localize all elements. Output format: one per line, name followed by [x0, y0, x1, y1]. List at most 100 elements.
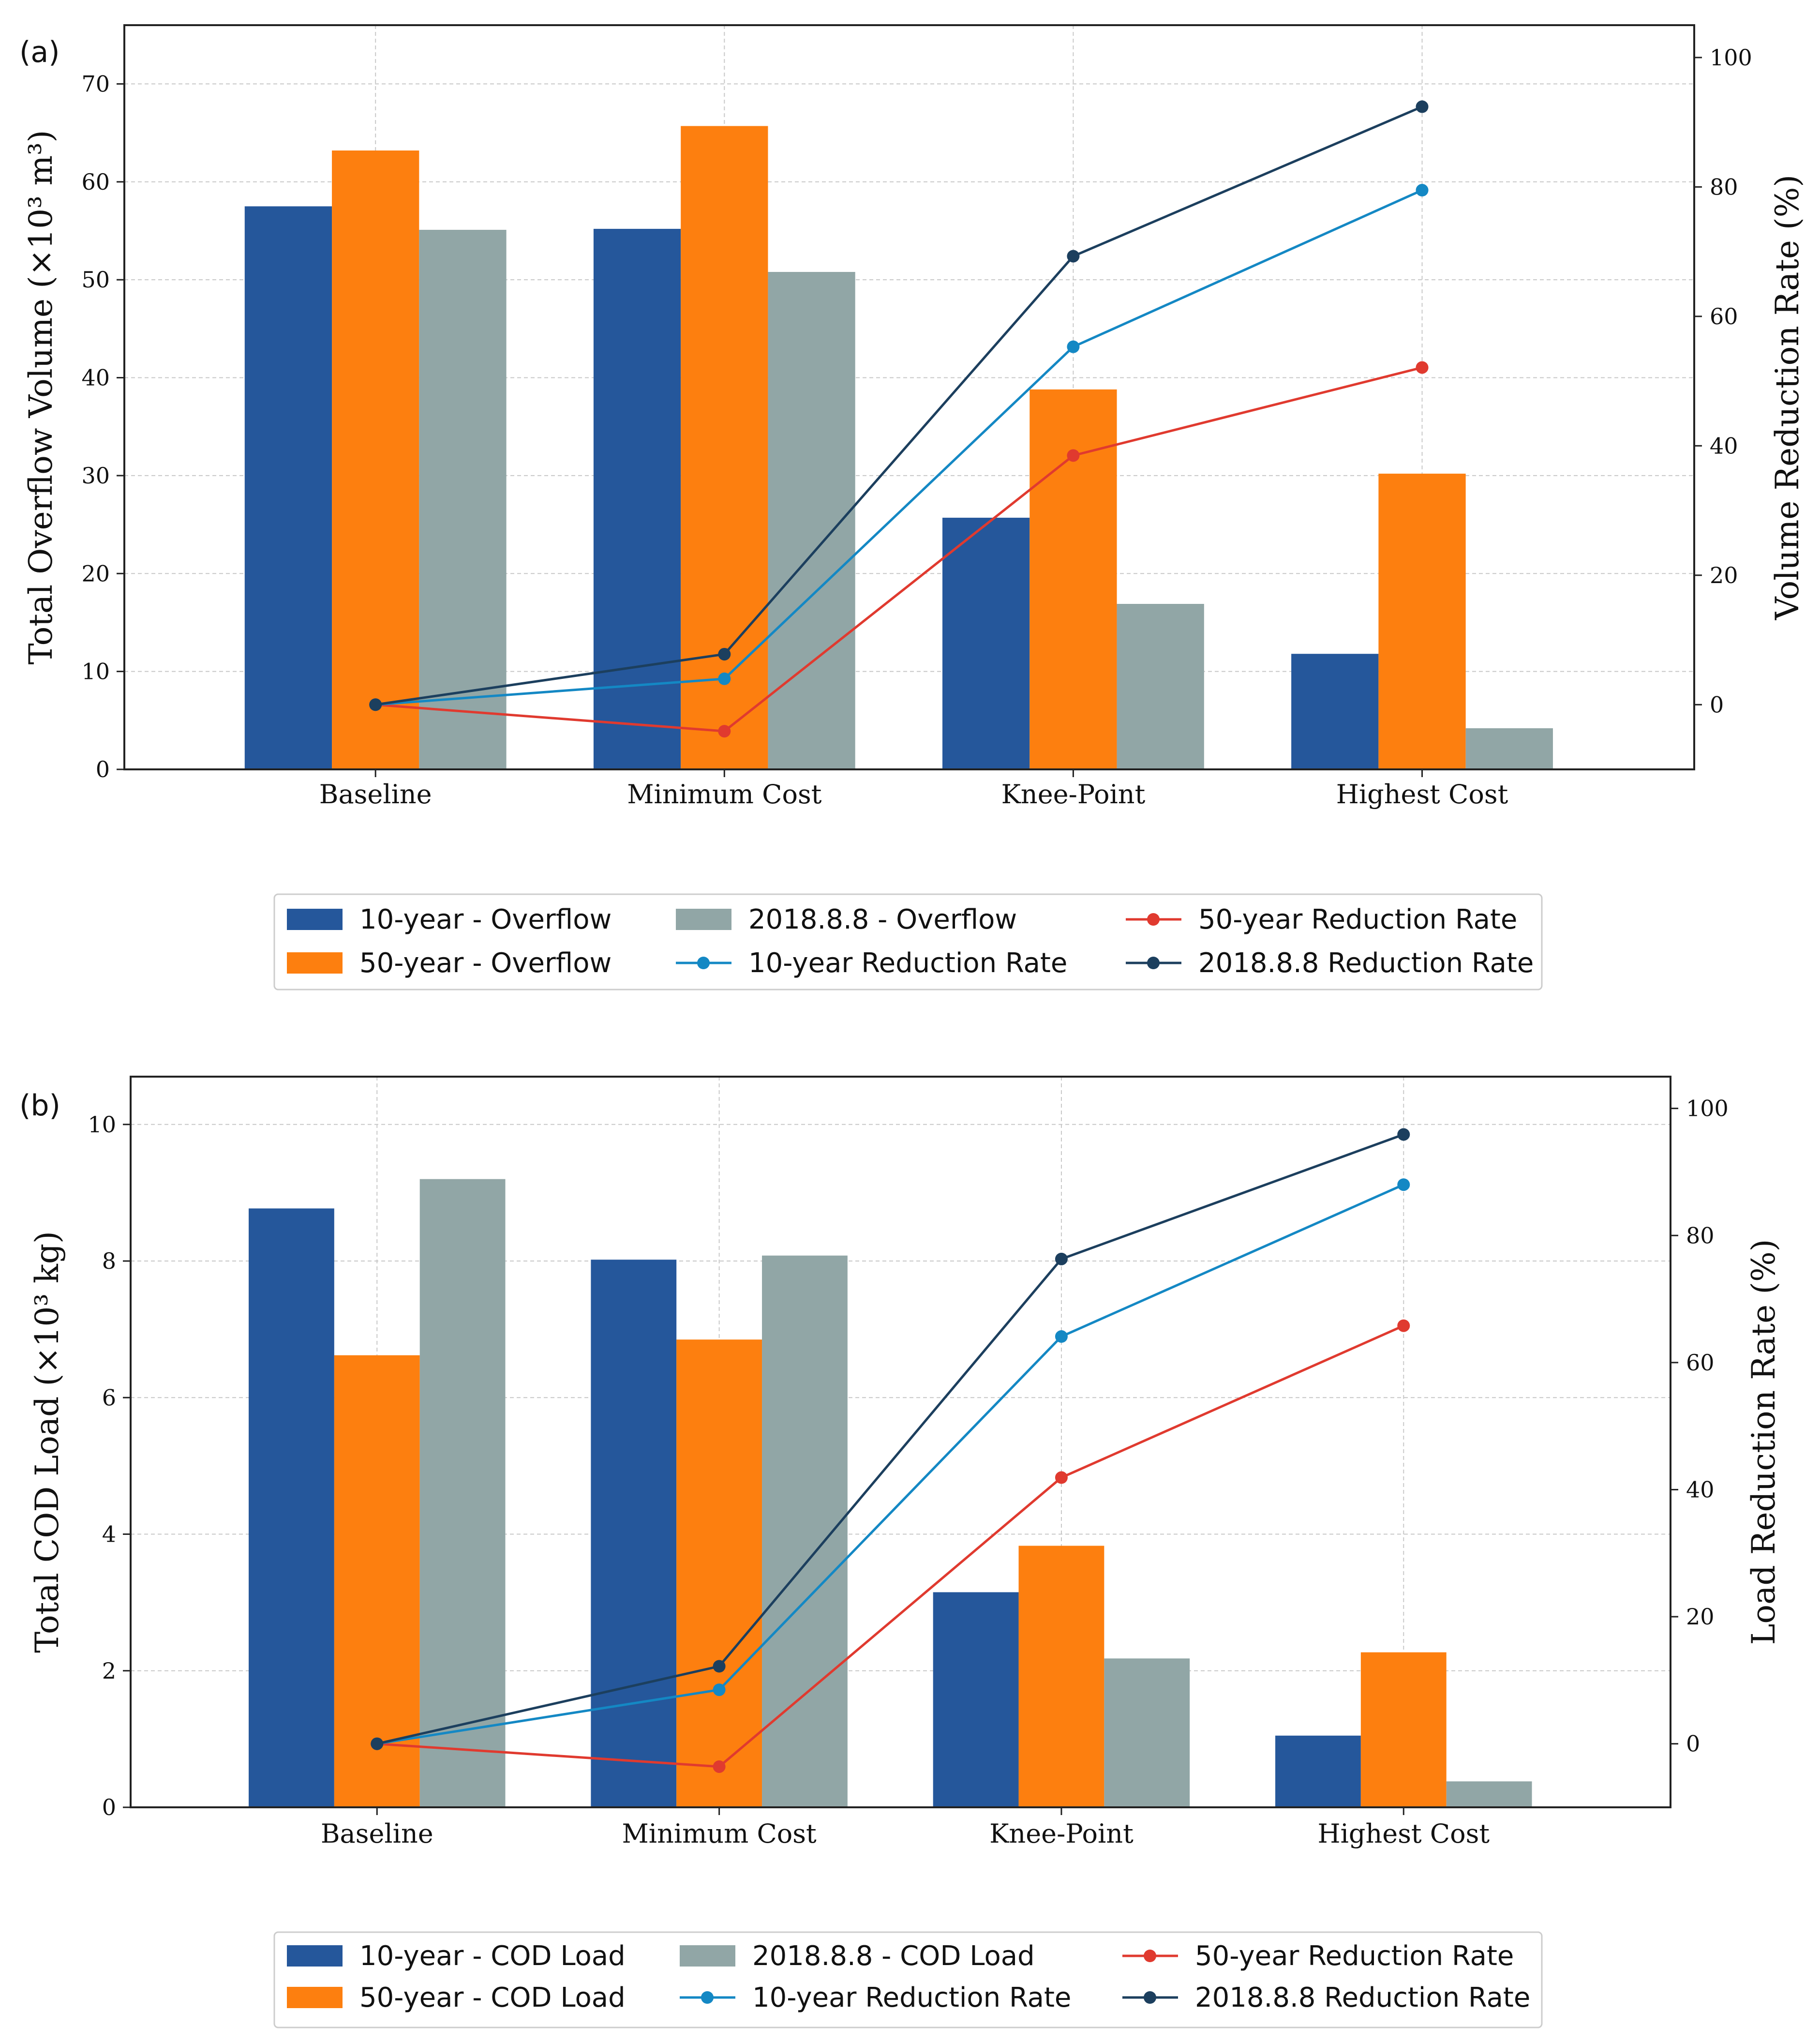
- legend-swatch-2018-8-8-cod-load: [680, 1945, 735, 1967]
- y2tick-label: 80: [1686, 1222, 1715, 1248]
- y2tick-label: 60: [1686, 1350, 1715, 1376]
- bar-50-year-cod-load-3: [1360, 1652, 1447, 1807]
- line-50-year-reduction-rate: [375, 366, 1423, 733]
- point-2018-8-8-reduction-rate-0: [369, 698, 382, 711]
- ytick-label: 0: [96, 756, 110, 782]
- point-10-year-reduction-rate-3: [1397, 1178, 1410, 1191]
- legend-label-50-year-overflow: 50-year - Overflow: [359, 947, 612, 979]
- y2tick-label: 20: [1686, 1604, 1715, 1630]
- point-50-year-reduction-rate-3: [1397, 1319, 1410, 1332]
- legend-label-50-year-cod-load: 50-year - COD Load: [359, 1982, 626, 2013]
- panel-label: (a): [19, 35, 60, 69]
- plot-frame: [130, 1076, 1671, 1808]
- point-2018-8-8-reduction-rate-1: [713, 1660, 726, 1673]
- y2tick-label: 0: [1710, 691, 1724, 718]
- y-axis-title: Total Overflow Volume (×10³ m³): [22, 130, 60, 665]
- xtick-label: Baseline: [321, 1818, 433, 1849]
- bar-50-year-overflow-2: [1029, 389, 1117, 769]
- bar-10-year-cod-load-1: [591, 1260, 677, 1807]
- ytick-label: 50: [81, 267, 110, 293]
- point-10-year-reduction-rate-2: [1055, 1330, 1068, 1343]
- y2tick-label: 80: [1710, 174, 1738, 200]
- point-10-year-reduction-rate-1: [713, 1683, 726, 1697]
- ytick-label: 20: [81, 560, 110, 586]
- panel-a: 0 10 20 30 40 50 60 70 0 20 40 60 80 100 Baseline Minim…: [19, 24, 1806, 991]
- bar-50-year-overflow-1: [681, 126, 768, 770]
- legend-swatch-50-year-overflow: [287, 952, 343, 974]
- ytick-label: 60: [81, 169, 110, 195]
- point-2018-8-8-reduction-rate-1: [718, 647, 731, 661]
- xtick-label: Minimum Cost: [627, 779, 822, 810]
- bar-10-year-overflow-2: [942, 517, 1030, 769]
- xtick-label: Minimum Cost: [622, 1818, 817, 1849]
- y2tick-label: 0: [1686, 1731, 1700, 1757]
- point-50-year-reduction-rate-2: [1067, 449, 1080, 462]
- point-10-year-reduction-rate-3: [1416, 184, 1429, 197]
- line-10-year-reduction-rate: [375, 189, 1423, 706]
- point-50-year-reduction-rate-2: [1055, 1471, 1068, 1484]
- bar-10-year-overflow-1: [593, 228, 681, 770]
- point-50-year-reduction-rate-1: [713, 1760, 726, 1773]
- point-50-year-reduction-rate-3: [1416, 361, 1429, 374]
- panel-label: (b): [19, 1089, 60, 1123]
- xtick-label: Baseline: [319, 779, 432, 810]
- plot-frame: [123, 24, 1695, 770]
- y2tick-label: 60: [1710, 303, 1738, 330]
- line-10-year-reduction-rate: [376, 1183, 1404, 1745]
- legend-box: [273, 893, 1543, 991]
- point-2018-8-8-reduction-rate-2: [1067, 250, 1080, 263]
- xtick-label: Highest Cost: [1336, 779, 1508, 810]
- bar-50-year-cod-load-0: [334, 1355, 420, 1807]
- ytick-label: 10: [81, 659, 110, 685]
- legend-label-10-year-overflow: 10-year - Overflow: [359, 904, 612, 935]
- point-2018-8-8-reduction-rate-0: [371, 1737, 384, 1750]
- bar-50-year-cod-load-2: [1018, 1546, 1104, 1807]
- legend-swatch-2018-8-8-overflow: [676, 909, 731, 930]
- y2-axis-title: Volume Reduction Rate (%): [1769, 175, 1806, 620]
- bar-2018-8-8-cod-load-2: [1104, 1658, 1190, 1807]
- legend-marker-50-year-reduction-rate: [1147, 913, 1160, 926]
- legend-label-10-year-reduction-rate: 10-year Reduction Rate: [748, 947, 1067, 979]
- bar-10-year-cod-load-3: [1275, 1735, 1361, 1807]
- legend-box: [273, 1931, 1543, 2028]
- bar-2018-8-8-cod-load-0: [419, 1179, 506, 1807]
- legend-label-2018-8-8-cod-load: 2018.8.8 - COD Load: [752, 1940, 1035, 1972]
- legend-label-10-year-cod-load: 10-year - COD Load: [359, 1940, 626, 1972]
- point-10-year-reduction-rate-1: [718, 672, 731, 685]
- bar-2018-8-8-overflow-2: [1117, 603, 1204, 769]
- legend-label-10-year-reduction-rate: 10-year Reduction Rate: [752, 1982, 1071, 2013]
- legend-label-2018-8-8-reduction-rate: 2018.8.8 Reduction Rate: [1198, 947, 1534, 979]
- ytick-label: 8: [102, 1248, 116, 1274]
- y-axis-title: Total COD Load (×10³ kg): [29, 1231, 66, 1653]
- y2tick-label: 40: [1686, 1476, 1715, 1502]
- y2tick-label: 20: [1710, 562, 1738, 588]
- legend-label-2018-8-8-overflow: 2018.8.8 - Overflow: [748, 904, 1017, 935]
- bar-10-year-cod-load-2: [933, 1592, 1019, 1807]
- xtick-label: Knee-Point: [1001, 779, 1146, 810]
- legend-marker-10-year-reduction-rate: [697, 957, 710, 969]
- point-50-year-reduction-rate-1: [718, 725, 731, 738]
- xtick-label: Knee-Point: [989, 1818, 1134, 1849]
- bar-10-year-cod-load-0: [249, 1208, 334, 1807]
- legend-label-50-year-reduction-rate: 50-year Reduction Rate: [1195, 1940, 1514, 1972]
- ytick-label: 10: [88, 1111, 116, 1138]
- legend-label-2018-8-8-reduction-rate: 2018.8.8 Reduction Rate: [1195, 1982, 1530, 2013]
- legend-swatch-50-year-cod-load: [287, 1987, 343, 2008]
- point-2018-8-8-reduction-rate-3: [1416, 100, 1429, 113]
- line-2018-8-8-reduction-rate: [375, 105, 1423, 706]
- ytick-label: 0: [102, 1794, 116, 1820]
- point-2018-8-8-reduction-rate-2: [1055, 1252, 1068, 1265]
- bar-50-year-overflow-3: [1378, 473, 1466, 769]
- legend-marker-10-year-reduction-rate: [701, 1991, 714, 2004]
- y2-axis-title: Load Reduction Rate (%): [1745, 1239, 1782, 1645]
- y2tick-label: 40: [1710, 433, 1738, 459]
- ytick-label: 70: [81, 71, 110, 97]
- ytick-label: 40: [81, 365, 110, 391]
- legend-swatch-10-year-cod-load: [287, 1945, 343, 1967]
- legend-marker-50-year-reduction-rate: [1144, 1950, 1156, 1962]
- ytick-label: 30: [81, 463, 110, 489]
- ytick-label: 6: [102, 1384, 116, 1411]
- legend-marker-2018-8-8-reduction-rate: [1147, 957, 1160, 969]
